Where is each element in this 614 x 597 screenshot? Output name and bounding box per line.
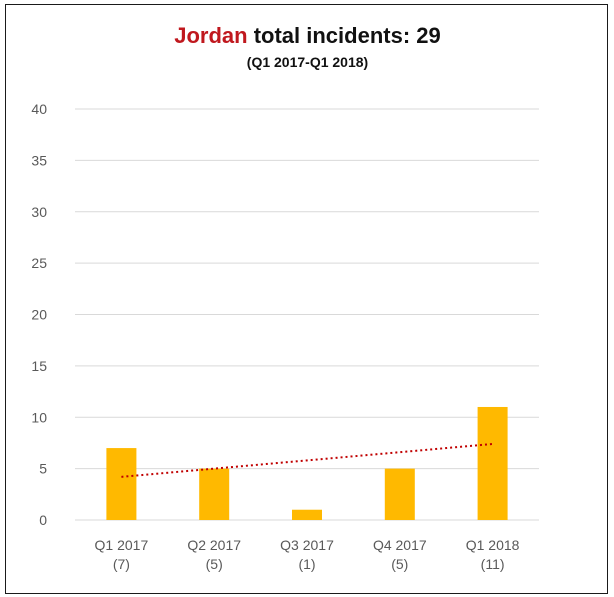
x-tick-label: Q1 2017 (95, 537, 149, 553)
x-tick-label: (7) (113, 556, 130, 572)
y-tick-label: 10 (31, 409, 47, 425)
x-tick-label: Q3 2017 (280, 537, 334, 553)
bar (384, 468, 415, 520)
y-tick-label: 30 (31, 204, 47, 220)
x-tick-label: (5) (206, 556, 223, 572)
chart-subtitle: (Q1 2017-Q1 2018) (246, 54, 369, 70)
chart-title: Jordan total incidents: 29 (6, 23, 609, 49)
y-tick-label: 35 (31, 152, 47, 168)
x-tick-label: Q1 2018 (466, 537, 520, 553)
bar-chart: 0 5 10 15 20 25 30 35 40 Q1 2017 (7) Q2 2017 (5) Q3 2… (31, 101, 539, 572)
y-tick-label: 5 (39, 461, 47, 477)
y-tick-label: 15 (31, 358, 47, 374)
bar (292, 509, 322, 520)
y-tick-label: 0 (39, 512, 47, 528)
x-tick-label: (1) (298, 556, 315, 572)
chart-title-country: Jordan (174, 23, 248, 48)
chart-title-rest: total incidents: 29 (247, 23, 441, 48)
x-tick-label: Q4 2017 (373, 537, 427, 553)
bar (106, 448, 137, 520)
x-tick-label: (11) (481, 556, 505, 572)
y-tick-label: 25 (31, 255, 47, 271)
chart-frame: Jordan total incidents: 29 (Q1 2017-Q1 2… (5, 4, 608, 594)
bar (199, 468, 230, 520)
y-tick-label: 20 (31, 307, 47, 323)
x-tick-label: Q2 2017 (187, 537, 241, 553)
x-tick-label: (5) (391, 556, 408, 572)
y-tick-label: 40 (31, 101, 47, 117)
bar (477, 406, 508, 520)
trendline (121, 442, 493, 478)
